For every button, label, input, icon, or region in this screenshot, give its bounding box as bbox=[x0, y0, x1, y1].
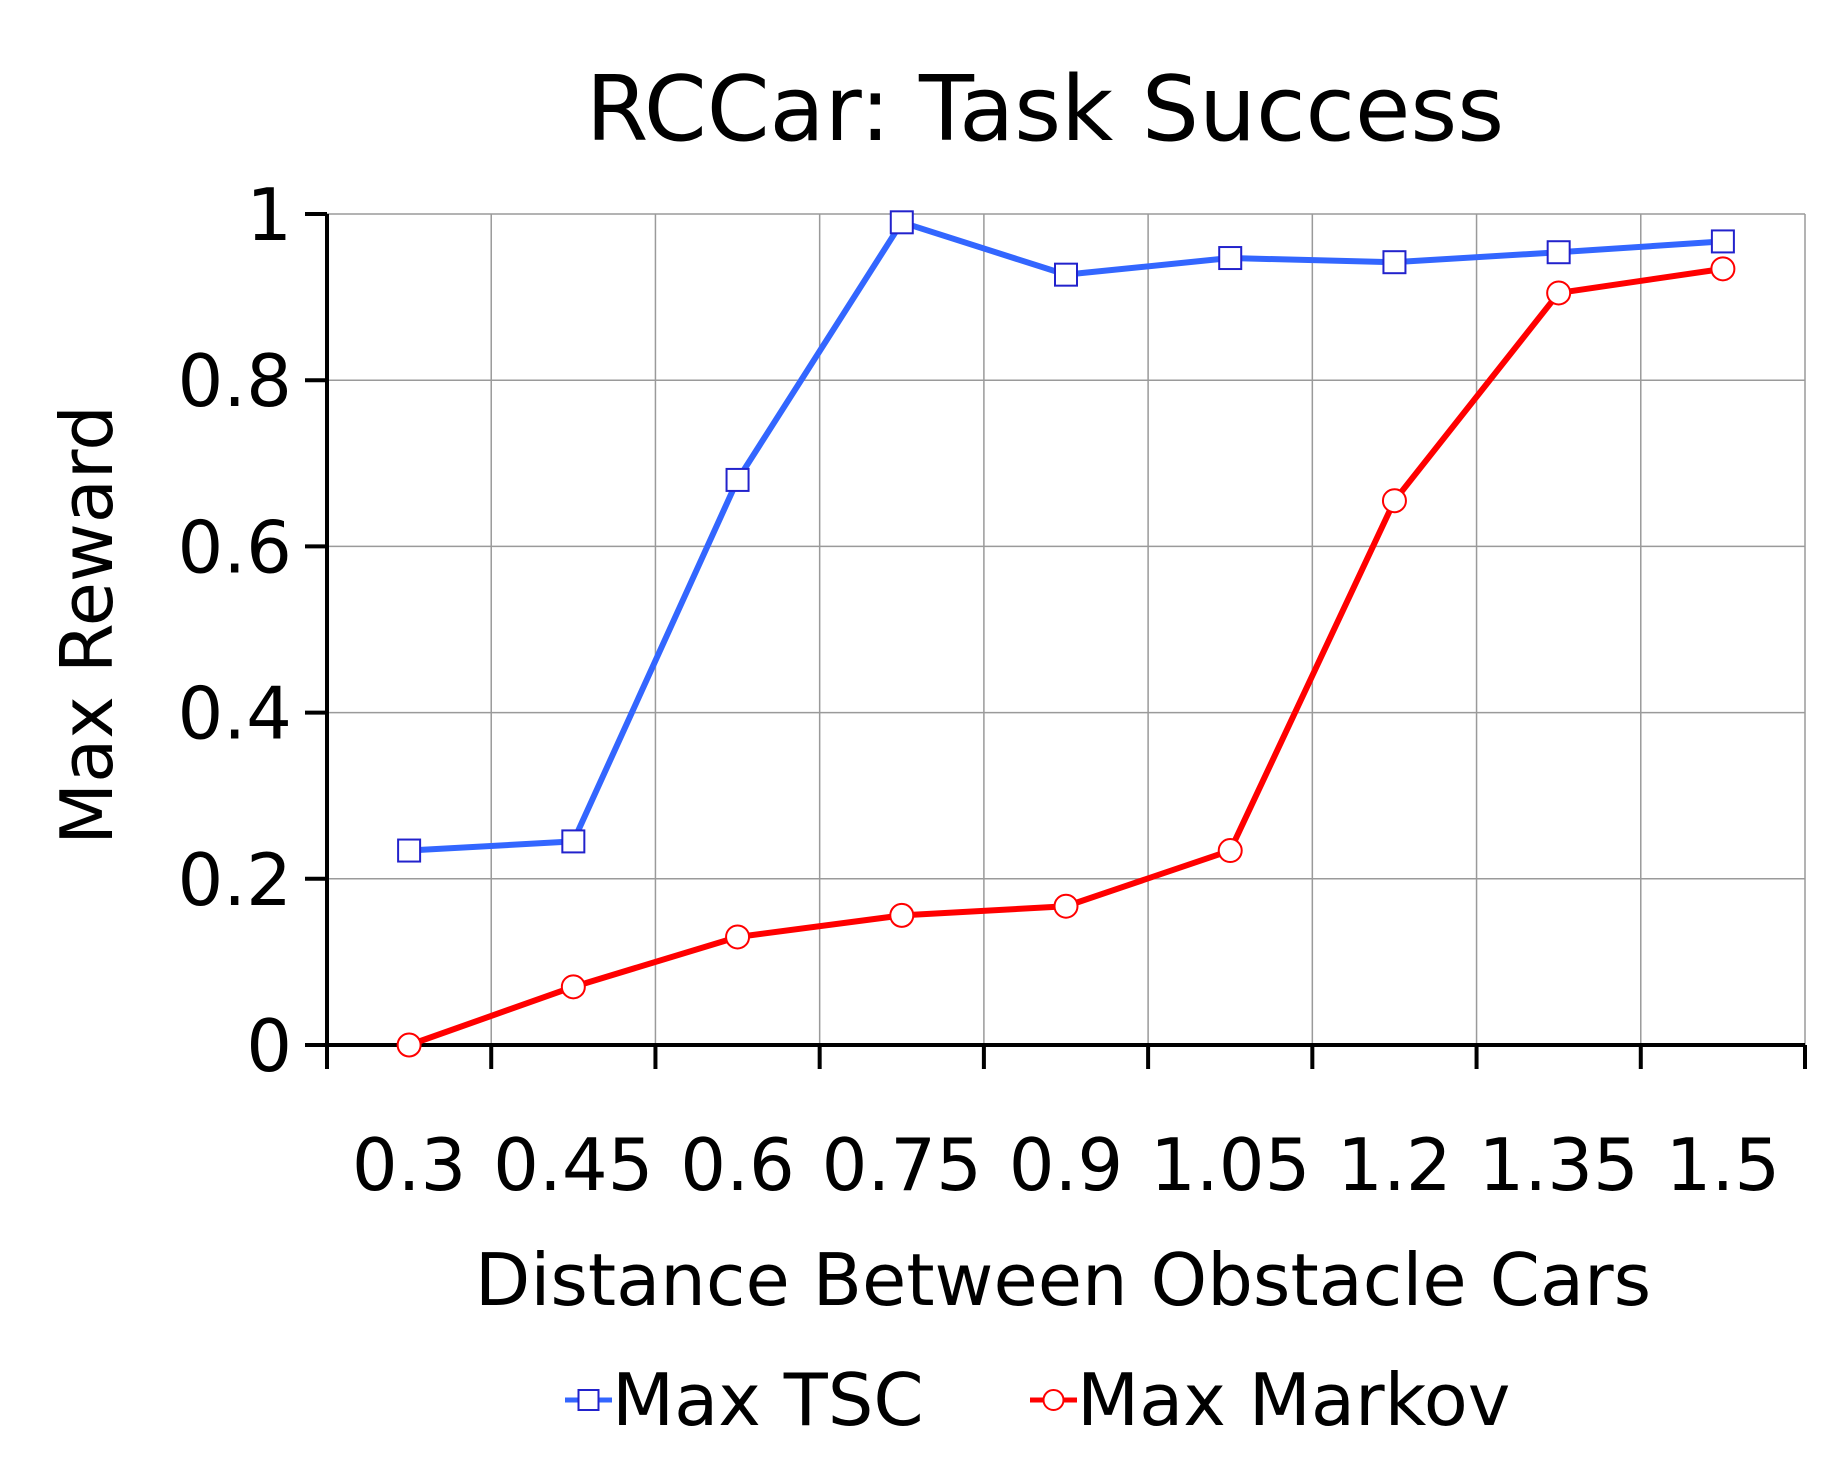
series-2 bbox=[396, 256, 1736, 1058]
x-tick-label: 0.45 bbox=[493, 1123, 653, 1207]
data-point bbox=[1382, 250, 1407, 275]
legend-item: Max TSC bbox=[565, 1358, 924, 1442]
y-tick-label: 0.4 bbox=[177, 672, 292, 756]
y-tick-label: 1 bbox=[246, 173, 292, 257]
data-point bbox=[889, 210, 914, 235]
data-point bbox=[889, 902, 915, 928]
x-tick-label: 0.75 bbox=[822, 1123, 982, 1207]
data-point bbox=[1217, 838, 1243, 864]
legend-label: Max TSC bbox=[612, 1358, 924, 1442]
x-tick-label: 0.3 bbox=[352, 1123, 467, 1207]
legend-marker bbox=[1042, 1389, 1065, 1411]
data-point bbox=[1218, 246, 1243, 271]
data-point bbox=[1546, 280, 1572, 306]
y-tick-label: 0.2 bbox=[177, 838, 292, 922]
data-point bbox=[560, 974, 586, 1000]
series-line bbox=[408, 265, 1724, 1048]
series-group bbox=[396, 210, 1736, 1058]
data-point bbox=[397, 838, 422, 863]
data-point bbox=[1054, 262, 1078, 287]
series-1 bbox=[397, 210, 1735, 863]
x-tick-label: 0.6 bbox=[680, 1123, 795, 1207]
axes bbox=[305, 212, 1807, 1069]
data-point bbox=[1546, 240, 1571, 265]
chart-title: RCCar: Task Success bbox=[586, 57, 1504, 162]
x-tick-label: 1.05 bbox=[1150, 1123, 1310, 1207]
data-point bbox=[1053, 893, 1079, 919]
data-point bbox=[725, 467, 750, 492]
x-tick-label: 1.2 bbox=[1337, 1123, 1452, 1207]
grid bbox=[327, 213, 1806, 1045]
legend-label: Max Markov bbox=[1077, 1358, 1510, 1442]
x-tick-label: 1.35 bbox=[1479, 1123, 1639, 1207]
x-tick-label: 0.9 bbox=[1009, 1123, 1124, 1207]
y-tick-label: 0.8 bbox=[177, 339, 292, 423]
y-tick-label: 0 bbox=[246, 1004, 292, 1088]
y-tick-label: 0.6 bbox=[177, 505, 292, 589]
legend-marker bbox=[577, 1389, 600, 1411]
series-line bbox=[408, 219, 1724, 854]
data-point bbox=[1710, 256, 1736, 282]
data-point bbox=[396, 1032, 422, 1058]
y-axis-label: Max Reward bbox=[45, 405, 129, 845]
data-point bbox=[725, 924, 751, 950]
x-tick-label: 1.5 bbox=[1666, 1123, 1781, 1207]
legend: Max TSC Max Markov bbox=[565, 1358, 1510, 1442]
x-axis-label: Distance Between Obstacle Cars bbox=[475, 1238, 1651, 1322]
tick-labels: 0 0.2 0.4 0.6 0.8 1 0.3 0.45 0.6 0.75 0.9 1.05 1.2 1.… bbox=[177, 173, 1780, 1207]
legend-item: Max Markov bbox=[1030, 1358, 1510, 1442]
data-point bbox=[1710, 229, 1735, 254]
data-point bbox=[561, 829, 586, 854]
data-point bbox=[1381, 488, 1407, 514]
